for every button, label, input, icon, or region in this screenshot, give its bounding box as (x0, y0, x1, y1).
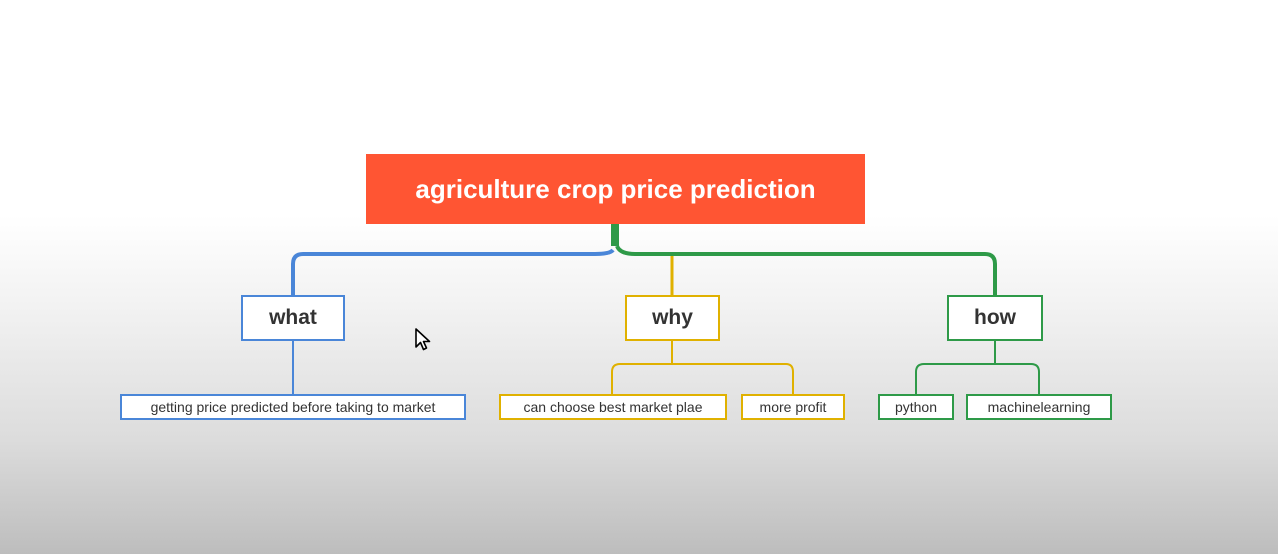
leaf-node-what-1[interactable]: getting price predicted before taking to… (120, 394, 466, 420)
leaf-node-why-1[interactable]: can choose best market plae (499, 394, 727, 420)
connector-why-leaves (611, 341, 794, 394)
branch-node-what[interactable]: what (241, 295, 345, 341)
mouse-pointer-icon (415, 328, 431, 351)
leaf-node-how-2[interactable]: machinelearning (966, 394, 1112, 420)
connector-how-leaves (915, 341, 1040, 394)
connector-root-what (291, 248, 615, 295)
leaf-node-why-2[interactable]: more profit (741, 394, 845, 420)
branch-node-how[interactable]: how (947, 295, 1043, 341)
root-node[interactable]: agriculture crop price prediction (366, 154, 865, 224)
connector-root-how (615, 245, 997, 295)
leaf-node-how-1[interactable]: python (878, 394, 954, 420)
branch-node-why[interactable]: why (625, 295, 720, 341)
